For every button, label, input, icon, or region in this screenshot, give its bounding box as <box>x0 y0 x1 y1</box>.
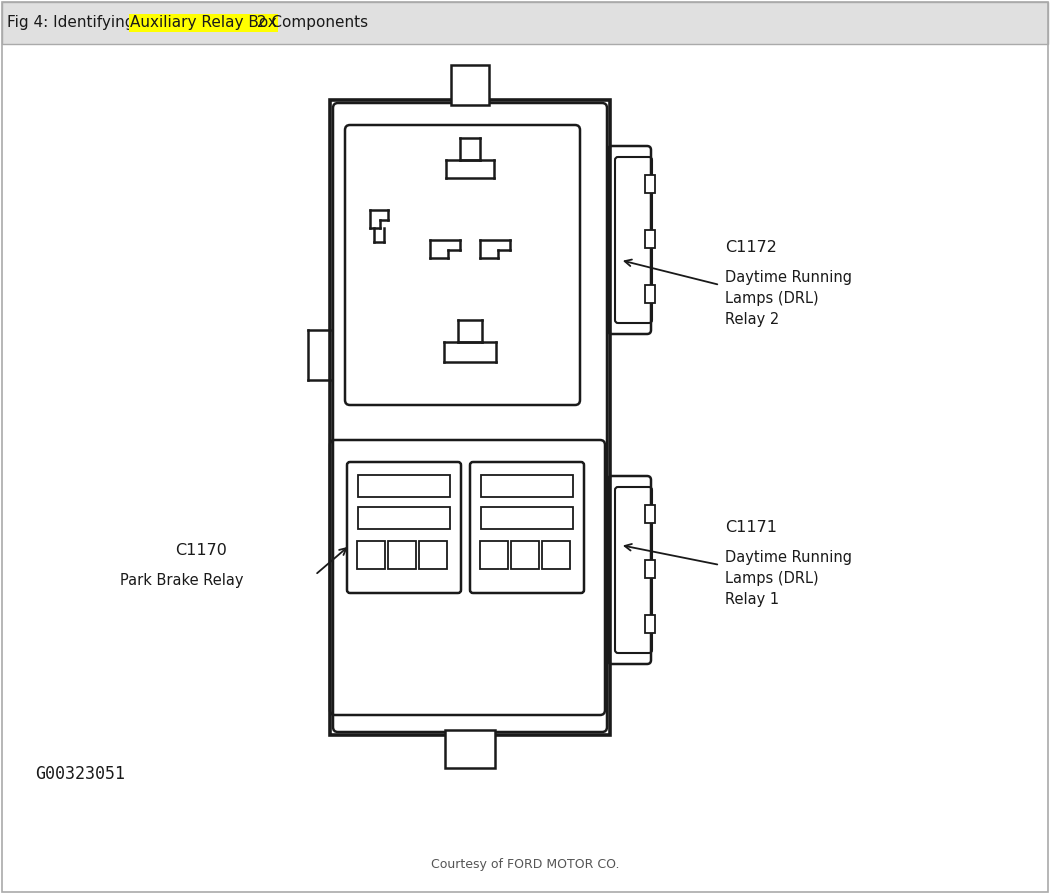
Bar <box>645 615 655 633</box>
Text: C1172: C1172 <box>724 240 777 255</box>
Bar <box>388 541 416 569</box>
Bar <box>645 285 655 303</box>
Bar <box>481 475 573 497</box>
Bar <box>358 507 450 529</box>
Text: Park Brake Relay: Park Brake Relay <box>120 573 244 588</box>
Text: Auxiliary Relay Box: Auxiliary Relay Box <box>130 15 277 30</box>
Text: C1171: C1171 <box>724 520 777 535</box>
Text: Daytime Running
Lamps (DRL)
Relay 2: Daytime Running Lamps (DRL) Relay 2 <box>724 270 852 327</box>
Bar <box>480 541 508 569</box>
Bar <box>452 65 489 105</box>
Bar <box>511 541 539 569</box>
Bar <box>645 175 655 193</box>
Text: Fig 4: Identifying: Fig 4: Identifying <box>7 15 140 30</box>
Bar <box>645 230 655 248</box>
Text: Daytime Running
Lamps (DRL)
Relay 1: Daytime Running Lamps (DRL) Relay 1 <box>724 550 852 607</box>
Bar <box>542 541 570 569</box>
Bar <box>645 505 655 523</box>
Bar <box>2 2 1048 44</box>
Text: Courtesy of FORD MOTOR CO.: Courtesy of FORD MOTOR CO. <box>430 858 620 871</box>
Bar <box>481 507 573 529</box>
Text: C1170: C1170 <box>175 543 227 558</box>
Bar <box>445 730 495 768</box>
Bar <box>358 475 450 497</box>
Bar <box>357 541 385 569</box>
Text: G00323051: G00323051 <box>35 765 125 783</box>
Bar <box>419 541 447 569</box>
Bar <box>645 560 655 578</box>
Text: 2 Components: 2 Components <box>252 15 369 30</box>
